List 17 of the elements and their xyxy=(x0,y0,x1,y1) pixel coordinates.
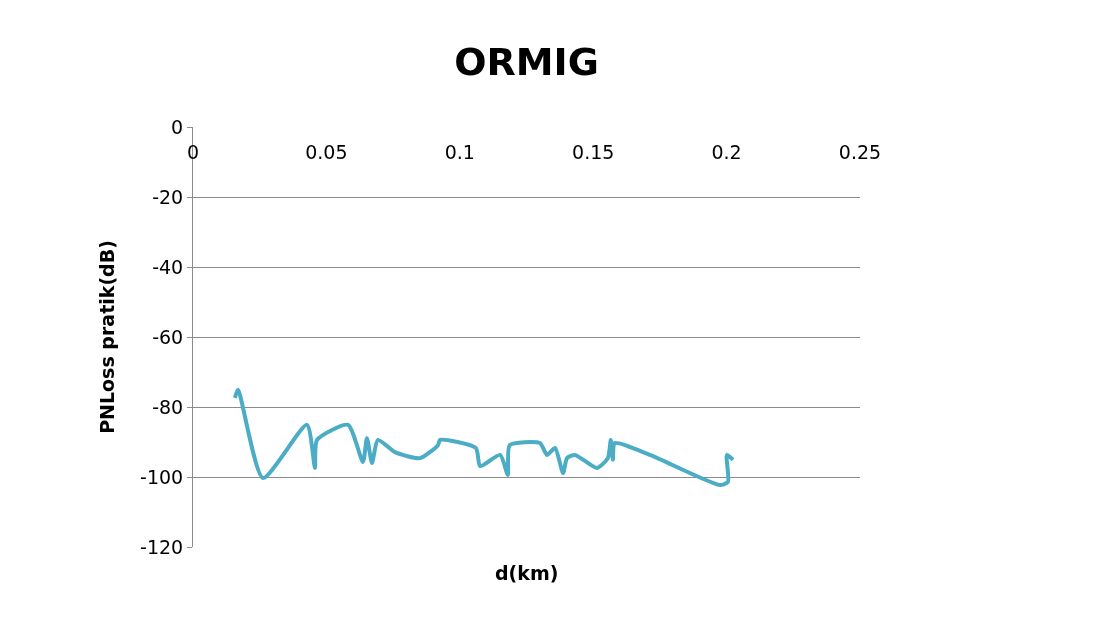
chart-title: ORMIG xyxy=(454,40,599,84)
x-tick-label: 0.1 xyxy=(444,141,475,163)
x-tick-label: 0 xyxy=(186,141,200,163)
y-tick-label: -120 xyxy=(140,535,184,558)
x-tick-label: 0.15 xyxy=(572,141,615,163)
y-axis-title: PNLoss pratik(dB) xyxy=(95,240,118,434)
x-tick-label: 0.25 xyxy=(838,141,882,163)
y-tick-label: -60 xyxy=(152,325,184,348)
x-tick-label: 0.2 xyxy=(711,141,742,163)
y-tick-label: 0 xyxy=(171,115,184,138)
y-tick-label: -100 xyxy=(140,465,184,488)
x-tick-label: 0.05 xyxy=(305,141,348,163)
y-tick-label: -80 xyxy=(152,395,184,418)
x-axis-title: d(km) xyxy=(495,562,559,584)
line-series xyxy=(232,387,735,488)
y-tick-label: -20 xyxy=(152,185,184,208)
y-tick-label: -40 xyxy=(152,255,184,278)
